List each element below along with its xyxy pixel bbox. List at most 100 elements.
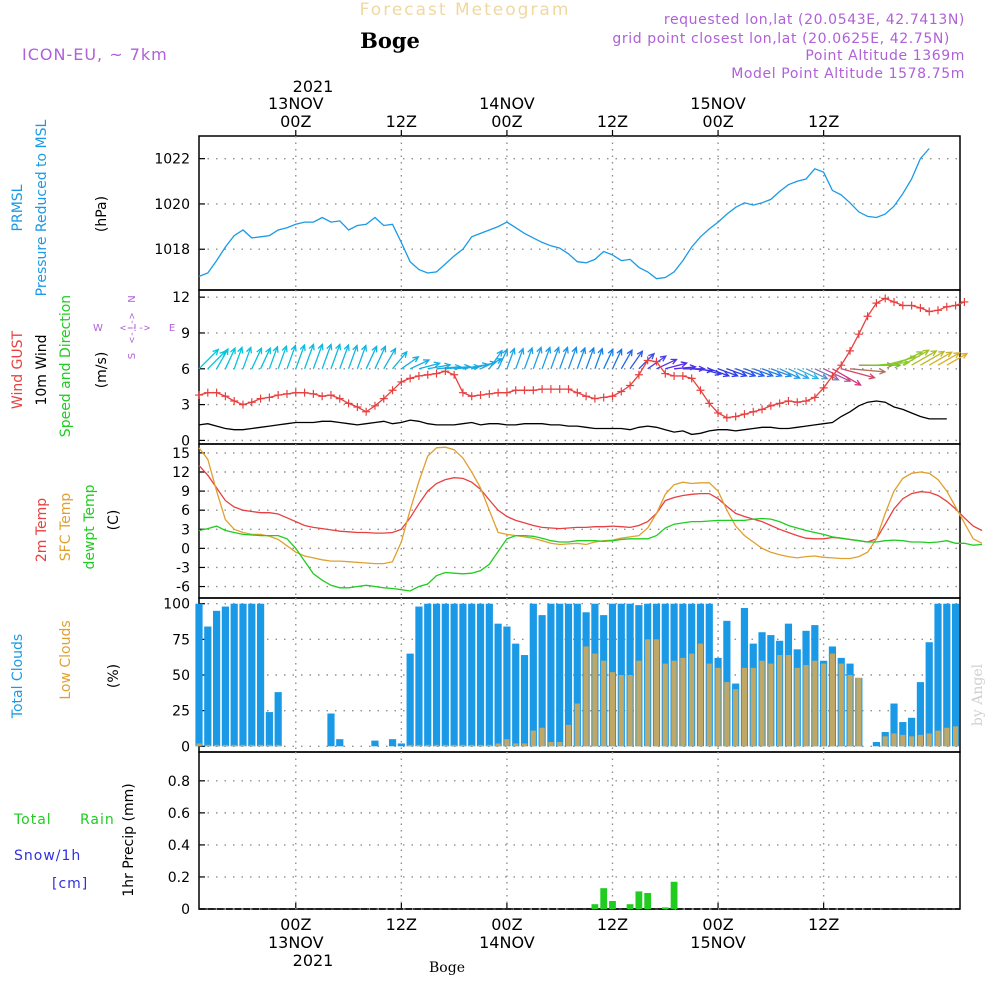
wind-arrow-shaft — [303, 344, 315, 370]
wind-units: (m/s) — [94, 352, 110, 389]
pressure-units: (hPa) — [94, 196, 110, 232]
total-cloud-bar — [256, 603, 265, 747]
wind-arrow-shaft — [198, 349, 219, 370]
temperature-ytick-label-3: 3 — [181, 522, 190, 538]
low-cloud-bar — [733, 689, 739, 747]
gust-marker — [898, 301, 907, 310]
total-cloud-bar — [432, 603, 441, 747]
wind-arrow — [620, 348, 633, 370]
gust-marker — [863, 312, 872, 321]
bottom-hour-label: 12Z — [597, 915, 628, 934]
total-cloud-bar — [441, 603, 449, 747]
low-cloud-bar — [469, 744, 475, 747]
clouds-ytick-label-4: 100 — [163, 597, 190, 613]
wind-arrow-head — [607, 347, 614, 356]
gust-marker — [458, 388, 467, 397]
gust-marker — [846, 346, 855, 355]
wind-arrow-shaft — [347, 345, 358, 370]
low-cloud-bar — [266, 744, 272, 747]
gust-marker — [960, 297, 969, 306]
wind-arrow-head — [698, 365, 706, 372]
wind-arrow-head — [444, 362, 452, 369]
credit-watermark: by Angel — [970, 663, 986, 726]
wind-arrow-shaft — [523, 347, 533, 370]
rain-bar — [609, 900, 616, 909]
compass-arrow-horizontal: <-!-> — [120, 323, 150, 334]
wind-arrow — [506, 347, 516, 370]
total-cloud-bar — [388, 739, 397, 747]
wind-arrow — [532, 346, 543, 370]
wind-arrow — [911, 350, 938, 366]
wind-arrow — [383, 347, 397, 370]
wind-arrow-head — [401, 350, 408, 358]
compass-west: W — [93, 323, 103, 334]
wind-arrow-head — [509, 347, 516, 355]
low-cloud-bar — [592, 653, 598, 747]
wind-arrow — [656, 358, 678, 370]
wind-arrow-shaft — [823, 368, 851, 382]
top-hour-label: 12Z — [597, 112, 628, 131]
wind-arrow — [796, 368, 820, 380]
total-cloud-bar — [503, 626, 511, 747]
low-cloud-bar — [724, 682, 730, 747]
wind-arrow-head — [256, 346, 263, 355]
wind-arrow — [753, 368, 775, 378]
low-cloud-bar — [196, 743, 202, 747]
wind-arrow-shaft — [259, 347, 271, 370]
gust-marker — [766, 401, 775, 410]
wind-arrow — [488, 349, 503, 370]
rain-bar — [591, 904, 599, 909]
wind-arrow-head — [670, 358, 678, 365]
precip-cm-label: [cm] — [52, 876, 88, 892]
gust-marker — [309, 389, 318, 398]
wind-ytick-label-4: 12 — [172, 290, 190, 306]
wind-arrow-head — [821, 373, 829, 380]
wind-series-10m-wind — [198, 400, 947, 436]
wind-arrow-head — [212, 348, 220, 356]
total-cloud-bar — [952, 603, 960, 747]
wind-arrow-head — [536, 346, 543, 354]
wind-arrow-head — [953, 352, 961, 359]
gust-marker — [406, 374, 415, 383]
wind-arrow — [251, 346, 263, 370]
wind-arrow-shaft — [735, 368, 756, 377]
wind-arrow-shaft — [295, 344, 306, 370]
low-cloud-bar — [513, 743, 519, 747]
gust-marker — [247, 398, 256, 407]
wind-arrow-head — [580, 346, 587, 355]
top-hour-label: 00Z — [280, 112, 311, 131]
footer-location: Boge — [429, 960, 465, 976]
wind-arrow — [611, 347, 623, 370]
gust-marker — [907, 301, 916, 310]
grid-point-coords: grid point closest lon,lat (20.0625E, 42… — [612, 31, 950, 47]
wind-arrow-head — [648, 352, 656, 360]
wind-arrow — [198, 348, 220, 370]
wind-arrow-shaft — [216, 348, 229, 370]
gust-marker — [555, 385, 564, 394]
gust-marker — [274, 391, 283, 400]
wind-arrow-shaft — [339, 344, 350, 370]
total-cloud-bar — [890, 703, 898, 747]
low-cloud-bar — [530, 730, 536, 747]
gust-marker — [608, 392, 617, 401]
total-cloud-bar — [573, 603, 581, 747]
wind-arrow-head — [496, 349, 503, 357]
low-cloud-bar — [627, 675, 633, 747]
total-cloud-bar — [212, 610, 221, 747]
point-altitude: Point Altitude 1369m — [805, 48, 965, 64]
gust-marker — [344, 399, 353, 408]
wind-arrow-head — [495, 358, 504, 364]
temp-dewpt-label: dewpt Temp — [82, 484, 98, 569]
gust-marker — [731, 412, 740, 421]
low-cloud-bar — [953, 726, 959, 747]
wind-arrow-shaft — [717, 368, 738, 377]
wind-arrow-head — [868, 373, 876, 380]
top-hour-label: 12Z — [808, 112, 839, 131]
total-cloud-bar — [529, 603, 537, 747]
wind-arrow — [268, 345, 279, 370]
bottom-day-label: 13NOV — [268, 933, 324, 952]
gust-marker — [538, 385, 547, 394]
gust-marker — [784, 397, 793, 406]
total-cloud-bar — [459, 603, 467, 747]
top-hour-label: 00Z — [491, 112, 522, 131]
